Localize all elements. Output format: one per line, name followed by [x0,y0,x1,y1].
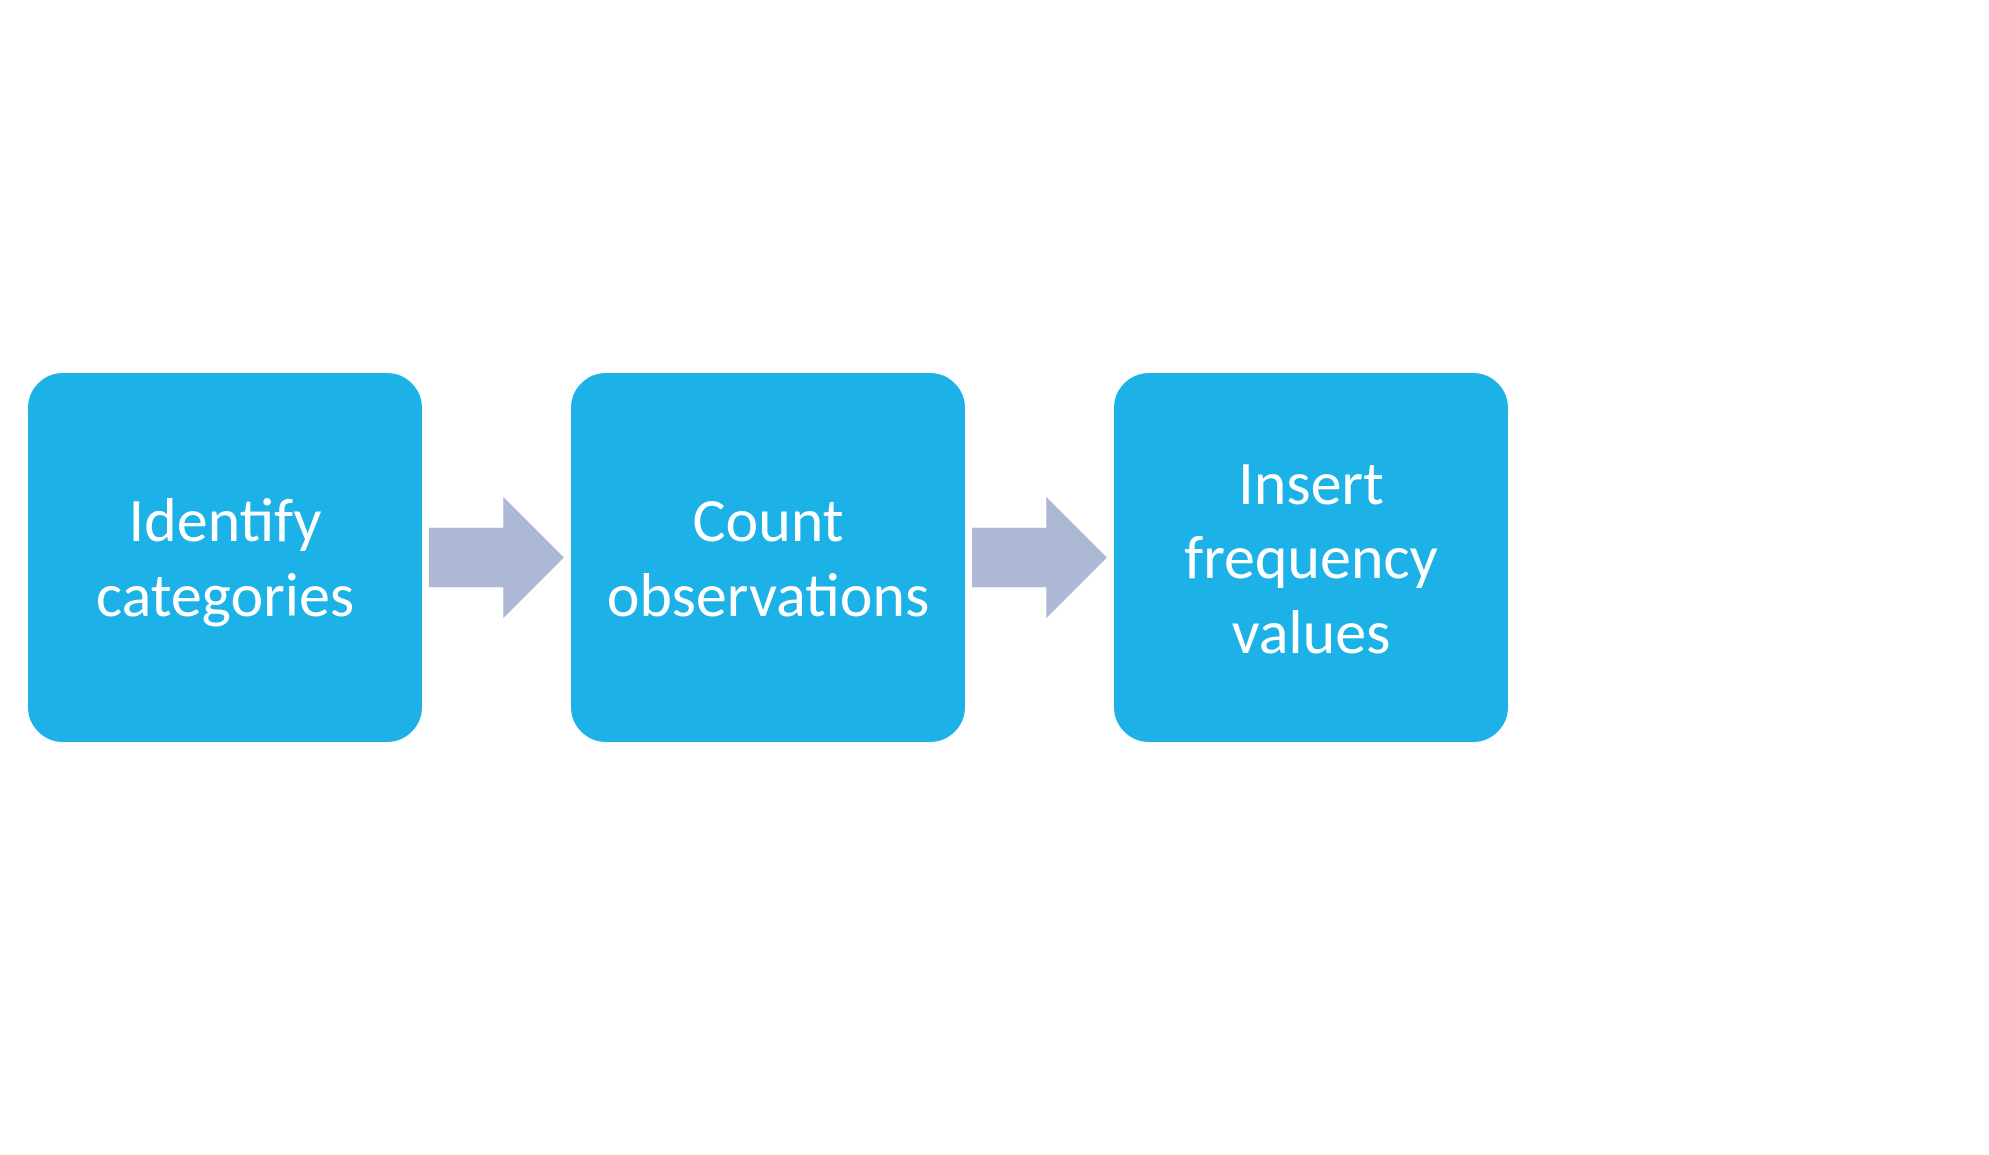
node-label: Identify categories [96,483,354,632]
node-label: Insert frequency values [1184,446,1437,669]
arrow-right-icon [429,490,564,625]
node-insert-frequency-values: Insert frequency values [1111,370,1511,745]
node-label: Count observations [607,483,930,632]
node-count-observations: Count observations [568,370,968,745]
flowchart-container: Identify categories Count observations Ins… [25,370,1511,745]
arrow-right-icon [972,490,1107,625]
node-identify-categories: Identify categories [25,370,425,745]
